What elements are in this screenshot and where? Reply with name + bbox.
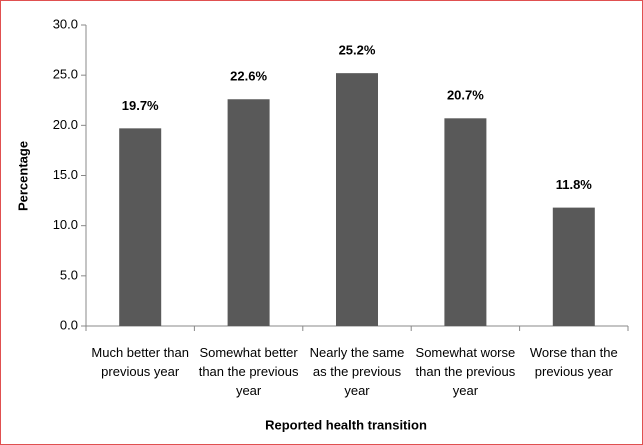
x-tick-label: Somewhat better than the previous year <box>198 345 299 398</box>
x-tick-label: Worse than the previous year <box>529 345 618 379</box>
data-label: 25.2% <box>339 43 376 58</box>
y-tick-label: 5.0 <box>60 267 78 282</box>
y-tick-label: 25.0 <box>53 67 78 82</box>
y-axis-title: Percentage <box>15 141 30 211</box>
y-tick-label: 30.0 <box>53 16 78 31</box>
data-label: 19.7% <box>122 98 159 113</box>
y-tick-label: 20.0 <box>53 117 78 132</box>
y-tick-label: 15.0 <box>53 167 78 182</box>
bar <box>119 128 162 326</box>
data-label: 11.8% <box>556 177 593 192</box>
x-tick-label: Somewhat worse than the previous year <box>415 345 516 398</box>
y-tick-label: 10.0 <box>53 217 78 232</box>
bar <box>552 207 595 326</box>
x-tick-label: Nearly the same as the previous year <box>309 345 405 398</box>
data-label: 20.7% <box>447 88 484 103</box>
bar <box>444 118 487 326</box>
y-tick-label: 0.0 <box>60 317 78 332</box>
x-axis-title: Reported health transition <box>265 417 427 432</box>
x-tick-label: Much better than previous year <box>91 345 189 379</box>
data-label: 22.6% <box>230 69 267 84</box>
bar <box>336 73 378 326</box>
bar <box>227 99 270 326</box>
